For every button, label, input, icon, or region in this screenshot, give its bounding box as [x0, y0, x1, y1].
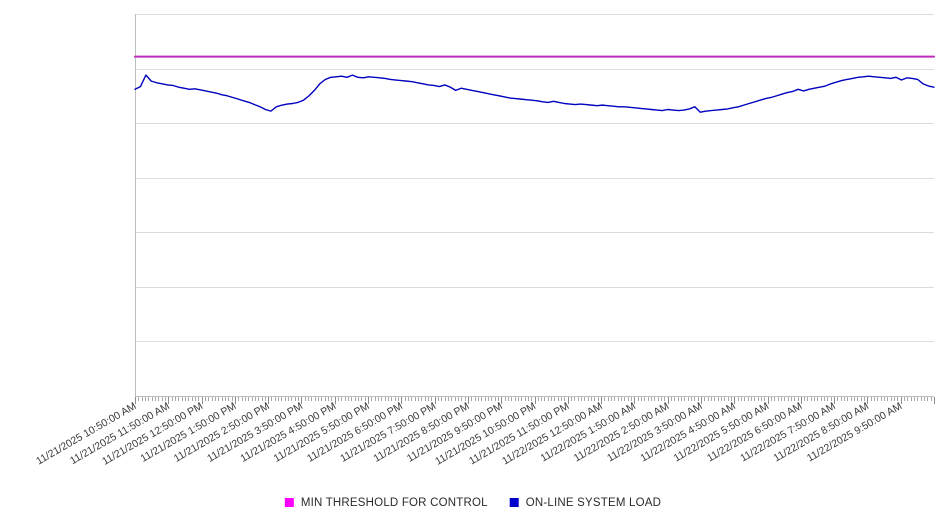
legend-item-label: ON-LINE SYSTEM LOAD	[526, 497, 661, 509]
legend-item-label: MIN THRESHOLD FOR CONTROL	[301, 497, 488, 509]
series-line-on-line-system-load	[134, 74, 935, 113]
grid-lines	[135, 69, 934, 342]
x-axis-ticks	[135, 397, 935, 404]
legend-color-swatch	[509, 498, 519, 507]
plot-area-background	[135, 14, 934, 396]
legend-color-swatch	[284, 498, 294, 507]
chart-legend: MIN THRESHOLD FOR CONTROL ON-LINE SYSTEM …	[284, 497, 661, 509]
